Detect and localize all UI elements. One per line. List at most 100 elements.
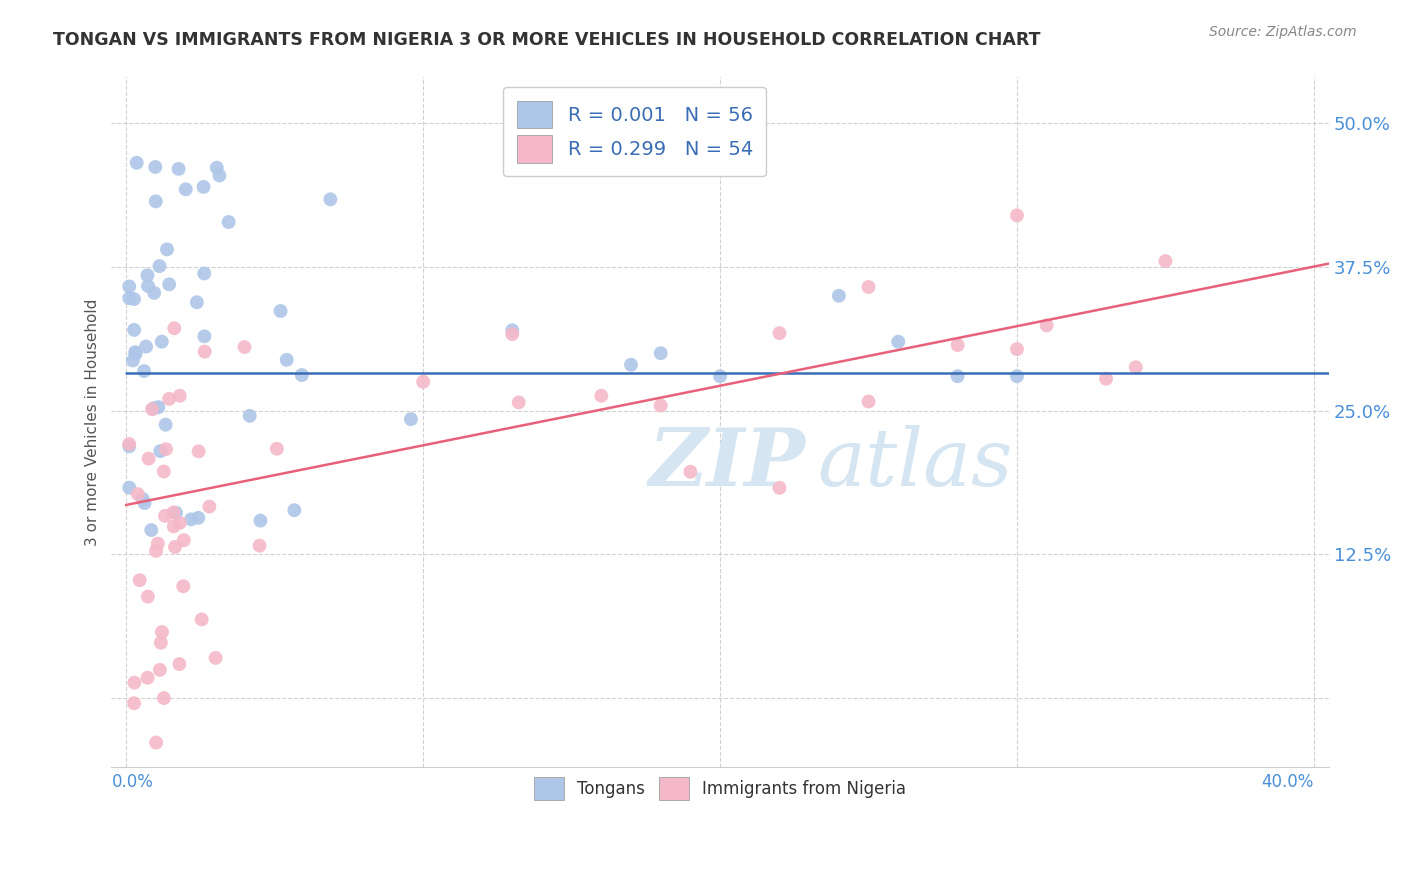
Point (149, 663, 172, 677)
Point (620, 358, 643, 372)
Point (508, 395, 530, 409)
Point (141, 523, 163, 537)
Point (121, 353, 143, 368)
Text: 0.0%: 0.0% (111, 772, 153, 790)
Point (650, 399, 672, 413)
Point (118, 439, 141, 453)
Point (946, 338, 969, 352)
Point (146, 536, 169, 550)
Point (118, 279, 141, 293)
Text: TONGAN VS IMMIGRANTS FROM NIGERIA 3 OR MORE VEHICLES IN HOUSEHOLD CORRELATION CH: TONGAN VS IMMIGRANTS FROM NIGERIA 3 OR M… (53, 31, 1040, 49)
Point (155, 417, 177, 432)
Point (291, 368, 314, 382)
Point (828, 289, 851, 303)
Point (132, 364, 155, 378)
Point (162, 506, 184, 520)
Point (283, 503, 305, 517)
Point (1125, 360, 1147, 375)
Point (276, 352, 298, 367)
Point (172, 579, 194, 593)
Point (1154, 254, 1177, 268)
Point (1005, 208, 1028, 222)
Point (155, 442, 177, 457)
Point (118, 437, 141, 451)
Point (149, 635, 172, 649)
Point (709, 369, 731, 384)
Point (190, 612, 212, 626)
Point (399, 412, 422, 426)
Point (946, 369, 969, 384)
Point (679, 465, 702, 479)
Point (157, 277, 180, 292)
Point (198, 500, 221, 514)
Point (143, 160, 166, 174)
Point (266, 442, 288, 456)
Point (145, 194, 167, 209)
Point (768, 326, 790, 340)
Point (249, 539, 271, 553)
Point (239, 409, 262, 423)
Point (1005, 342, 1028, 356)
Point (167, 161, 190, 176)
Point (163, 321, 186, 335)
Point (650, 346, 672, 360)
Point (142, 401, 165, 416)
Point (173, 533, 195, 548)
Point (136, 279, 159, 293)
Point (193, 267, 215, 281)
Point (150, 334, 173, 349)
Point (887, 334, 910, 349)
Point (150, 625, 173, 640)
Point (153, 508, 176, 523)
Text: atlas: atlas (817, 425, 1012, 502)
Point (858, 280, 880, 294)
Point (193, 180, 215, 194)
Point (194, 344, 217, 359)
Point (1005, 369, 1028, 384)
Point (1095, 372, 1118, 386)
Point (125, 155, 148, 169)
Point (118, 291, 141, 305)
Legend: Tongans, Immigrants from Nigeria: Tongans, Immigrants from Nigeria (524, 767, 917, 810)
Point (180, 512, 202, 526)
Point (136, 671, 159, 685)
Point (136, 590, 159, 604)
Point (165, 506, 187, 520)
Point (218, 215, 240, 229)
Point (174, 182, 197, 196)
Point (118, 481, 141, 495)
Point (169, 516, 191, 530)
Point (122, 292, 145, 306)
Point (131, 491, 153, 506)
Point (270, 304, 292, 318)
Point (145, 735, 167, 749)
Point (124, 347, 146, 361)
Point (249, 514, 271, 528)
Point (186, 295, 208, 310)
Y-axis label: 3 or more Vehicles in Household: 3 or more Vehicles in Household (86, 299, 100, 546)
Point (128, 573, 150, 587)
Point (163, 540, 186, 554)
Point (412, 375, 434, 389)
Point (591, 389, 613, 403)
Text: 40.0%: 40.0% (1261, 772, 1315, 790)
Point (193, 329, 215, 343)
Point (233, 340, 256, 354)
Point (501, 327, 523, 342)
Point (127, 487, 149, 501)
Point (501, 323, 523, 337)
Point (187, 444, 209, 458)
Point (157, 392, 180, 406)
Point (134, 496, 156, 510)
Point (1035, 318, 1057, 333)
Point (187, 511, 209, 525)
Point (204, 651, 226, 665)
Point (136, 268, 159, 283)
Point (768, 481, 790, 495)
Point (169, 389, 191, 403)
Point (149, 444, 172, 458)
Point (141, 402, 163, 417)
Point (148, 259, 170, 273)
Point (205, 161, 228, 175)
Point (148, 400, 170, 414)
